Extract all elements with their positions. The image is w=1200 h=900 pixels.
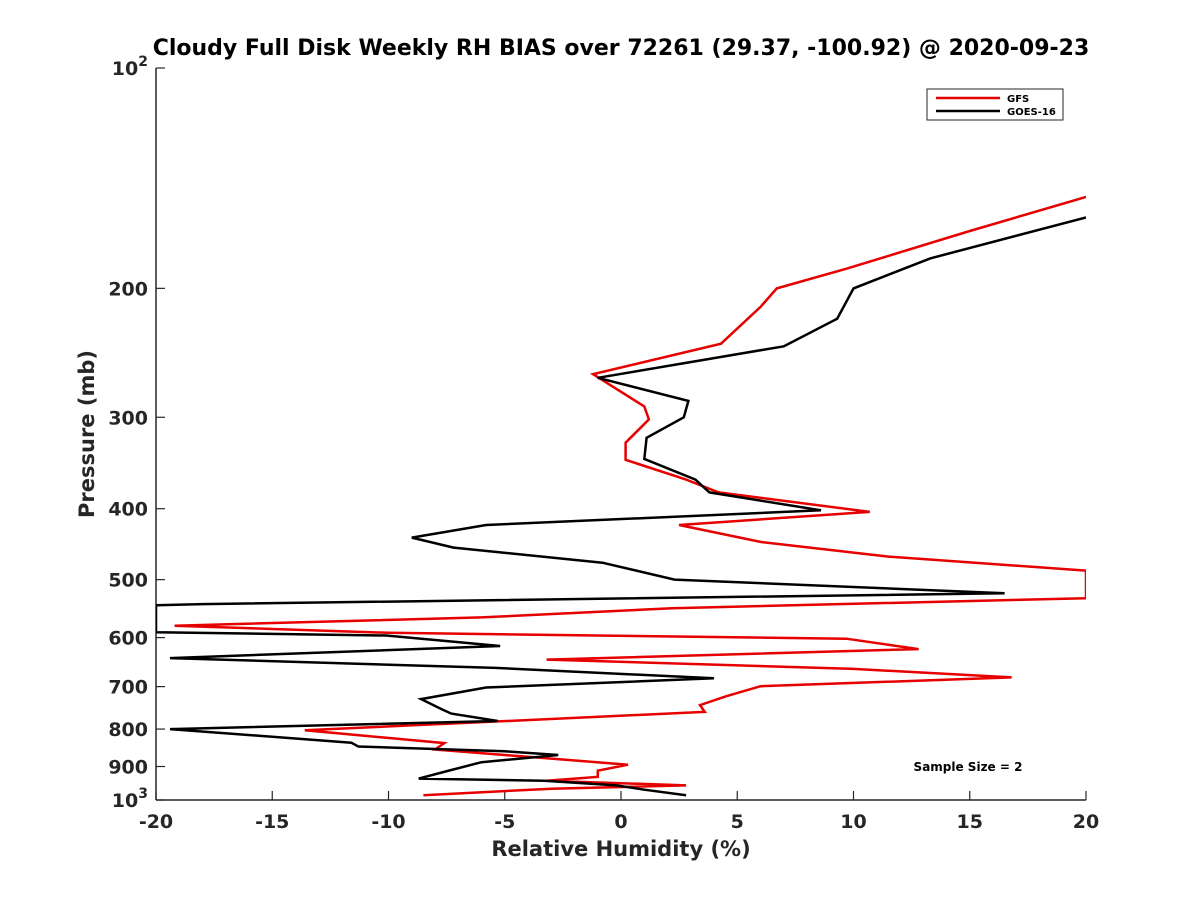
y-tick-label: 200 xyxy=(108,278,148,300)
y-tick-label: 800 xyxy=(108,719,148,741)
sample-size-annotation: Sample Size = 2 xyxy=(914,760,1023,774)
x-tick-label: -20 xyxy=(139,811,173,833)
y-tick-label: 300 xyxy=(108,407,148,429)
legend: GFS GOES-16 xyxy=(926,88,1064,121)
y-tick-label: 700 xyxy=(108,677,148,699)
chart-title: Cloudy Full Disk Weekly RH BIAS over 722… xyxy=(153,36,1090,61)
legend-label-gfs: GFS xyxy=(1007,94,1029,105)
data-series xyxy=(156,195,1086,797)
x-tick-label: 15 xyxy=(957,811,983,833)
x-tick-label: 20 xyxy=(1073,811,1099,833)
y-ticks: 102 200 300 400 500 600 700 800 900 103 xyxy=(108,54,165,812)
x-axis-label: Relative Humidity (%) xyxy=(491,837,750,861)
y-tick-label: 600 xyxy=(108,628,148,650)
x-tick-label: 0 xyxy=(614,811,627,833)
y-tick-label: 103 xyxy=(112,786,148,812)
series-line-goes16 xyxy=(156,216,1086,797)
legend-box xyxy=(926,88,1064,121)
x-tick-label: -10 xyxy=(371,811,405,833)
x-tick-label: 10 xyxy=(840,811,866,833)
x-tick-label: -15 xyxy=(255,811,289,833)
series-line-gfs xyxy=(174,195,1086,797)
y-tick-label: 500 xyxy=(108,570,148,592)
x-tick-label: 5 xyxy=(731,811,744,833)
y-tick-label: 900 xyxy=(108,757,148,779)
y-axis-label: Pressure (mb) xyxy=(75,350,99,518)
legend-label-goes16: GOES-16 xyxy=(1007,107,1056,118)
y-tick-label: 102 xyxy=(112,54,148,80)
y-tick-label: 400 xyxy=(108,499,148,521)
x-ticks: -20 -15 -10 -5 0 5 10 15 20 xyxy=(139,791,1099,833)
x-tick-label: -5 xyxy=(494,811,515,833)
